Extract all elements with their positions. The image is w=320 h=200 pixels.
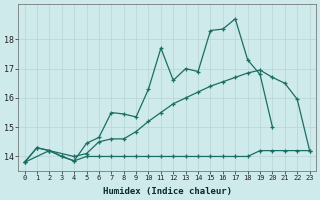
X-axis label: Humidex (Indice chaleur): Humidex (Indice chaleur) bbox=[103, 187, 232, 196]
